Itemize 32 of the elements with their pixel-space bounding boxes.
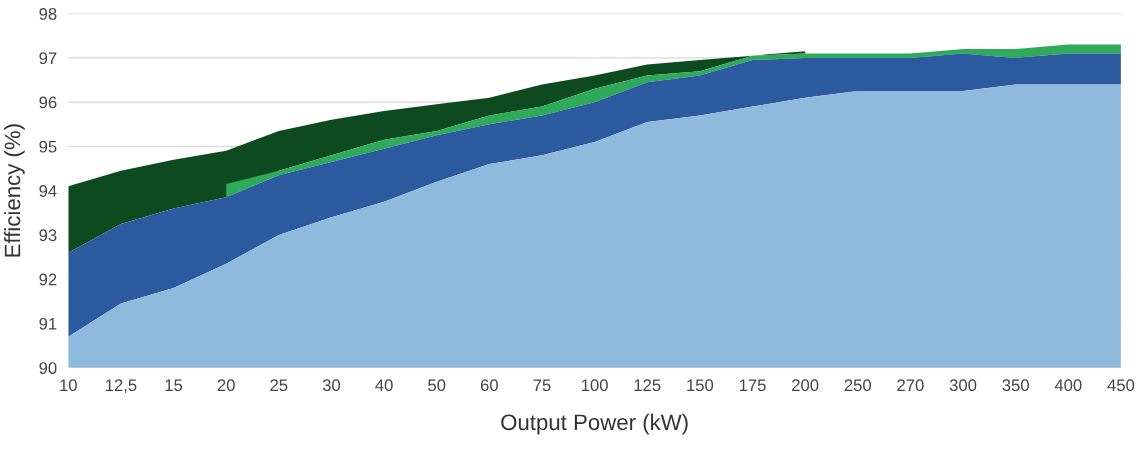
y-tick-label: 97 [39,52,57,65]
x-tick-label: 30 [322,379,341,392]
x-tick-label: 40 [375,379,393,392]
y-axis-title: Efficiency (%) [4,124,25,257]
x-tick-label: 400 [1054,379,1082,392]
x-tick-label: 350 [1002,379,1029,392]
x-tick-label: 60 [480,379,498,392]
x-tick-label: 10 [60,379,77,392]
x-tick-label: 50 [428,379,446,392]
x-tick-label: 25 [270,379,288,392]
x-tick-label: 12,5 [105,379,137,394]
x-axis-title: Output Power (kW) [501,413,688,435]
x-tick-label: 15 [165,379,183,392]
x-tick-label: 450 [1107,379,1135,392]
x-tick-label: 125 [634,379,661,392]
x-tick-label: 150 [687,379,714,392]
y-tick-label: 90 [39,362,57,374]
y-tick-label: 92 [39,273,57,286]
x-tick-label: 100 [581,379,608,392]
x-tick-label: 75 [533,379,551,392]
x-tick-label: 175 [739,379,766,392]
y-tick-label: 93 [39,229,57,242]
y-tick-label: 96 [39,96,57,109]
y-tick-label: 98 [39,8,57,20]
x-tick-label: 300 [949,379,977,392]
x-tick-label: 200 [792,379,819,392]
y-tick-label: 94 [39,185,57,197]
x-tick-label: 270 [897,379,924,392]
x-tick-label: 20 [217,379,235,392]
y-tick-label: 95 [39,140,57,153]
x-tick-label: 250 [844,379,872,392]
y-tick-label: 91 [39,317,57,330]
